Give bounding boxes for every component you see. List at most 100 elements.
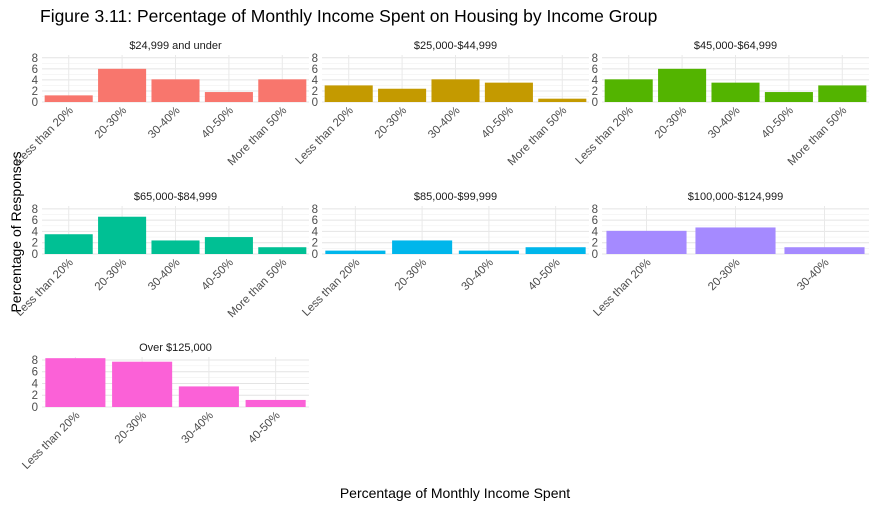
facet-2-bar xyxy=(431,79,480,102)
facet-6-x-tick-label: Less than 20% xyxy=(591,257,653,319)
facet-1-x-tick-label: 20-30% xyxy=(93,105,130,142)
facet-6-y-tick-label: 6 xyxy=(592,215,598,227)
facet-5-x-tick-label: 30-40% xyxy=(459,257,496,294)
facet-3-y-tick-label: 2 xyxy=(592,86,598,98)
facet-4-bar xyxy=(204,237,253,254)
facet-1-y-tick-label: 8 xyxy=(32,53,38,65)
facet-3-x-tick-label: More than 50% xyxy=(786,105,850,169)
facet-5-x-tick-label: Less than 20% xyxy=(300,257,362,319)
facet-4-y-tick-label: 0 xyxy=(32,249,38,261)
facet-7-bar xyxy=(45,358,106,407)
facet-4-bar xyxy=(98,216,147,254)
facet-1-y-tick-label: 6 xyxy=(32,64,38,76)
facet-7-y-tick-label: 4 xyxy=(32,378,39,390)
facet-4-bar xyxy=(44,234,93,254)
facet-3-x-tick-label: 30-40% xyxy=(706,105,743,142)
facet-3-y-tick-label: 6 xyxy=(592,64,598,76)
facet-5-bar xyxy=(458,250,519,254)
facet-7-y-tick-label: 8 xyxy=(32,355,38,367)
chart-title: Figure 3.11: Percentage of Monthly Incom… xyxy=(40,6,658,26)
facet-6-bar xyxy=(606,230,687,254)
facet-2-x-tick-label: More than 50% xyxy=(506,105,570,169)
facet-4-y-tick-label: 2 xyxy=(32,238,38,250)
facet-4-x-tick-label: 30-40% xyxy=(146,257,183,294)
facet-2-x-tick-label: 30-40% xyxy=(426,105,463,142)
facet-7-x-tick-label: 40-50% xyxy=(246,410,283,447)
facet-3-y-tick-label: 8 xyxy=(592,53,598,65)
facet-7-y-tick-label: 6 xyxy=(32,367,38,379)
facet-5-title: $85,000-$99,999 xyxy=(414,191,497,203)
facet-5-y-tick-label: 8 xyxy=(312,204,318,216)
facet-6-y-tick-label: 8 xyxy=(592,204,598,216)
facet-5-y-tick-label: 0 xyxy=(312,249,318,261)
facet-1-x-tick-label: 30-40% xyxy=(146,105,183,142)
facet-6-bar xyxy=(695,227,776,254)
facet-1-y-tick-label: 2 xyxy=(32,86,38,98)
facet-6-y-tick-label: 0 xyxy=(592,249,598,261)
facet-7-x-tick-label: Less than 20% xyxy=(20,410,82,472)
facet-5-x-tick-label: 20-30% xyxy=(393,257,430,294)
facet-1-bar xyxy=(204,92,253,102)
facet-2-y-tick-label: 6 xyxy=(312,64,318,76)
facet-7-bar xyxy=(178,386,239,407)
facet-2-bar xyxy=(324,85,373,102)
facet-1-title: $24,999 and under xyxy=(129,40,222,52)
facet-1-y-tick-label: 4 xyxy=(32,75,39,87)
facet-7-bar xyxy=(112,361,173,407)
facet-3-x-tick-label: Less than 20% xyxy=(574,105,636,167)
facet-6-y-tick-label: 2 xyxy=(592,238,598,250)
facet-6-y-tick-label: 4 xyxy=(592,226,599,238)
facet-2-x-tick-label: Less than 20% xyxy=(294,105,356,167)
facet-3-bar xyxy=(658,68,707,102)
facet-3-bar xyxy=(711,82,760,102)
facet-7-y-tick-label: 2 xyxy=(32,390,38,402)
facet-3-y-tick-label: 4 xyxy=(592,75,599,87)
facet-4-y-tick-label: 8 xyxy=(32,204,38,216)
facet-1-bar xyxy=(151,79,200,102)
facet-1-bar xyxy=(44,95,93,102)
facet-4-x-tick-label: More than 50% xyxy=(226,257,290,321)
facet-6-x-tick-label: 30-40% xyxy=(795,257,832,294)
facet-2-x-tick-label: 20-30% xyxy=(373,105,410,142)
facet-1-x-tick-label: More than 50% xyxy=(226,105,290,169)
facet-3-x-tick-label: 20-30% xyxy=(653,105,690,142)
facet-7-bar xyxy=(245,399,306,407)
facet-2-x-tick-label: 40-50% xyxy=(480,105,517,142)
facet-4-title: $65,000-$84,999 xyxy=(134,191,217,203)
facet-5-y-tick-label: 2 xyxy=(312,238,318,250)
facet-2-bar xyxy=(538,98,587,102)
facet-4-x-tick-label: 40-50% xyxy=(200,257,237,294)
facet-3-y-tick-label: 0 xyxy=(592,97,598,109)
facet-5-y-tick-label: 4 xyxy=(312,226,319,238)
facet-1-y-tick-label: 0 xyxy=(32,97,38,109)
x-axis-label: Percentage of Monthly Income Spent xyxy=(339,485,571,501)
facet-6-title: $100,000-$124,999 xyxy=(688,191,783,203)
facet-3-bar xyxy=(818,85,867,102)
facet-4-y-tick-label: 4 xyxy=(32,226,39,238)
facet-2-y-tick-label: 2 xyxy=(312,86,318,98)
facet-4-bar xyxy=(151,240,200,254)
facet-2-y-tick-label: 0 xyxy=(312,97,318,109)
facet-5-bar xyxy=(525,247,586,254)
facet-2-title: $25,000-$44,999 xyxy=(414,40,497,52)
facet-7-title: Over $125,000 xyxy=(139,342,212,354)
facet-2-y-tick-label: 8 xyxy=(312,53,318,65)
facet-5-bar xyxy=(325,250,386,254)
facet-4-x-tick-label: 20-30% xyxy=(93,257,130,294)
facet-7-y-tick-label: 0 xyxy=(32,402,38,414)
facet-3-x-tick-label: 40-50% xyxy=(760,105,797,142)
facet-3-bar xyxy=(764,92,813,102)
facet-4-y-tick-label: 6 xyxy=(32,215,38,227)
facet-2-bar xyxy=(378,88,427,102)
facet-6-bar xyxy=(784,247,865,254)
facet-1-x-tick-label: Less than 20% xyxy=(14,105,76,167)
facet-3-bar xyxy=(604,79,653,102)
facet-5-x-tick-label: 40-50% xyxy=(526,257,563,294)
facet-1-bar xyxy=(258,79,307,102)
facet-4-bar xyxy=(258,247,307,254)
facet-7-x-tick-label: 20-30% xyxy=(113,410,150,447)
facet-5-bar xyxy=(392,240,453,254)
facet-3-title: $45,000-$64,999 xyxy=(694,40,777,52)
